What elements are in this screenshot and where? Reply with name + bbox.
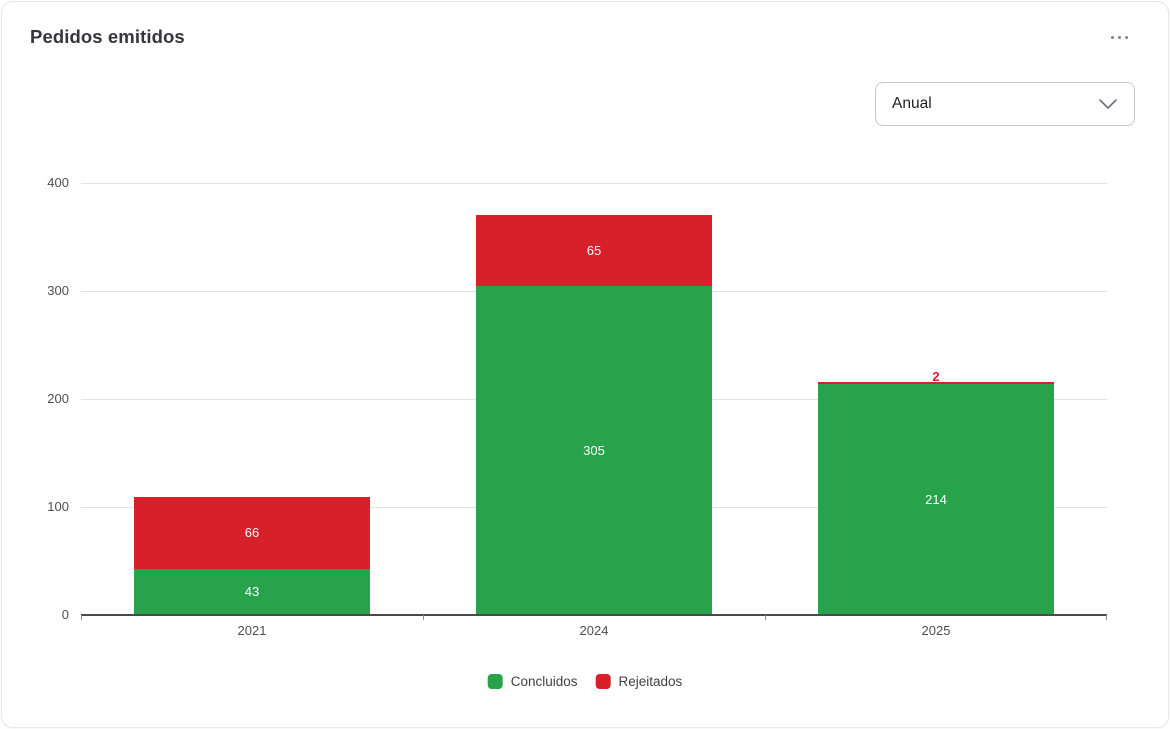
x-axis-label-2025: 2025 xyxy=(921,623,951,638)
y-axis-label-300: 300 xyxy=(47,283,69,298)
bar-segment-concluidos-2025[interactable]: 214 xyxy=(818,383,1054,615)
card-title: Pedidos emitidos xyxy=(30,26,185,47)
legend-item-rejeitados[interactable]: Rejeitados xyxy=(595,674,683,689)
bar-segment-rejeitados-2024[interactable]: 65 xyxy=(476,215,712,286)
axis-tick xyxy=(423,615,424,620)
bar-segment-concluidos-2024[interactable]: 305 xyxy=(476,285,712,615)
y-axis-label-100: 100 xyxy=(47,499,69,514)
chart-plot-area: 43 66 305 65 214 2 xyxy=(81,182,1107,620)
bar-value-label: 214 xyxy=(925,491,947,507)
bar-segment-concluidos-2021[interactable]: 43 xyxy=(134,568,370,615)
axis-tick xyxy=(1106,615,1107,620)
axis-tick xyxy=(765,615,766,620)
chevron-down-icon xyxy=(1099,99,1117,109)
legend-item-concluidos[interactable]: Concluidos xyxy=(487,674,578,689)
legend-swatch-rejeitados xyxy=(595,674,611,689)
bar-value-label: 305 xyxy=(583,442,605,458)
x-axis-label-2024: 2024 xyxy=(579,623,609,638)
y-axis-label-0: 0 xyxy=(61,607,69,622)
legend-swatch-concluidos xyxy=(487,674,503,689)
bar-value-label: 66 xyxy=(244,525,260,541)
bar-value-label: 2 xyxy=(932,368,940,384)
x-axis-line xyxy=(81,614,1107,616)
ellipsis-icon xyxy=(1111,36,1114,39)
legend-label-concluidos: Concluidos xyxy=(510,674,578,689)
period-select[interactable]: Anual xyxy=(875,82,1135,126)
gridline-400 xyxy=(81,182,1107,184)
period-select-value: Anual xyxy=(892,95,932,112)
y-axis-label-400: 400 xyxy=(47,175,69,190)
bar-segment-rejeitados-2021[interactable]: 66 xyxy=(134,497,370,569)
bar-value-label: 43 xyxy=(244,584,260,600)
axis-tick xyxy=(81,615,82,620)
x-axis: 2021 2024 2025 xyxy=(81,623,1107,641)
chart-legend: Concluidos Rejeitados xyxy=(487,674,683,689)
x-axis-label-2021: 2021 xyxy=(237,623,267,638)
more-options-button[interactable] xyxy=(1107,32,1132,43)
bar-segment-rejeitados-2025[interactable] xyxy=(818,381,1054,384)
y-axis: 0 100 200 300 400 xyxy=(27,175,69,622)
legend-label-rejeitados: Rejeitados xyxy=(618,674,683,689)
y-axis-label-200: 200 xyxy=(47,391,69,406)
bar-value-label: 65 xyxy=(586,243,602,259)
